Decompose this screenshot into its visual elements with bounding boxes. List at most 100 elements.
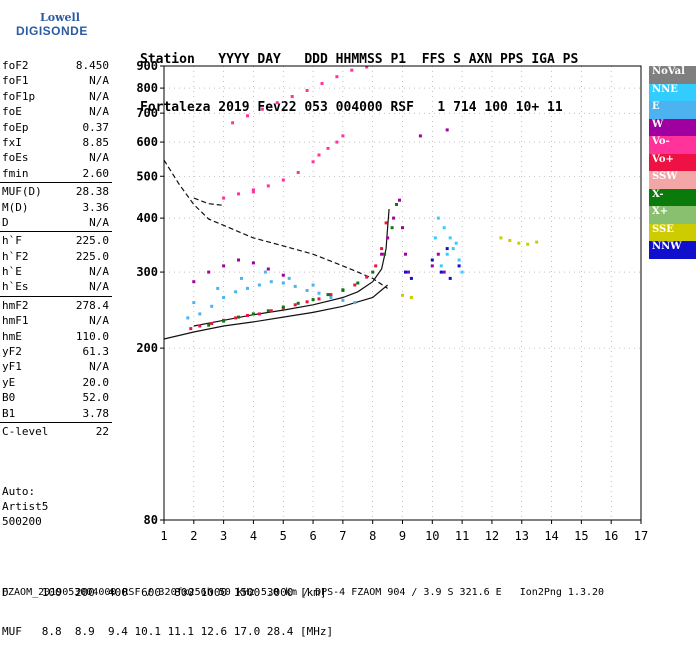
echo-point-vo <box>320 82 324 85</box>
echo-point-vo <box>305 300 309 304</box>
echo-point-x <box>356 281 360 285</box>
echo-point-e <box>246 286 249 290</box>
echo-point-e <box>311 283 315 287</box>
echo-point-w <box>401 226 404 230</box>
param-key: foE <box>2 105 22 119</box>
echo-point-e <box>240 276 243 280</box>
x-tick-label: 7 <box>339 529 346 543</box>
echo-point-vo <box>317 153 321 157</box>
echo-point-nne <box>436 216 440 220</box>
echo-point-x <box>237 315 240 319</box>
param-key: foF2 <box>2 59 29 72</box>
param-row: h`F 225.0 <box>0 233 112 248</box>
echo-point-vo <box>222 196 226 200</box>
param-separator <box>0 421 112 423</box>
x-tick-label: 11 <box>455 529 469 543</box>
param-value: N/A <box>89 215 109 229</box>
echo-point-e <box>186 316 190 320</box>
legend-item-ssw: SSW <box>649 171 696 189</box>
file-info-line: FZAOM_2019053004000.RSF / 320fx256h 50 k… <box>2 587 605 598</box>
echo-point-nnw <box>404 270 407 274</box>
legend-item-x: X+ <box>649 206 696 224</box>
model-curve <box>193 208 390 327</box>
param-value: 20.0 <box>82 375 110 389</box>
echo-point-sse <box>499 236 503 240</box>
legend-item-x: X- <box>649 188 696 206</box>
echo-point-x <box>251 312 255 316</box>
echo-point-e <box>287 276 291 280</box>
model-curve <box>163 284 388 340</box>
param-value: 2.60 <box>82 166 110 180</box>
station-header: Station YYYY DAY DDD HHMMSS P1 FFS S AXN… <box>140 20 578 132</box>
auto-artist: Artist5 <box>2 500 49 513</box>
param-value: 110.0 <box>75 329 109 343</box>
echo-point-vo <box>251 188 255 192</box>
param-value: 8.85 <box>82 135 110 149</box>
echo-point-vo <box>290 95 294 98</box>
header-labels: Station YYYY DAY DDD HHMMSS P1 FFS S AXN… <box>140 52 579 67</box>
param-key: foF1p <box>2 89 36 103</box>
x-tick-label: 1 <box>160 529 167 543</box>
echo-point-w <box>266 267 270 271</box>
param-key: B1 <box>2 406 16 420</box>
echo-point-w <box>430 264 434 268</box>
auto-scaling-info: Auto: Artist5 500200 <box>2 484 48 529</box>
echo-point-nne <box>460 270 464 274</box>
echo-point-w <box>386 236 390 240</box>
echo-point-nne <box>445 252 449 256</box>
y-tick-label: 80 <box>144 513 158 527</box>
echo-point-w <box>404 252 407 256</box>
echo-point-sse <box>401 293 404 297</box>
param-key: foEs <box>2 151 29 165</box>
echo-point-sse <box>409 296 413 299</box>
param-key: D <box>2 215 9 229</box>
echo-point-vo <box>305 89 309 92</box>
param-row: yE 20.0 <box>0 375 112 390</box>
echo-point-e <box>341 298 345 302</box>
param-key: yE <box>2 375 16 389</box>
echo-point-e <box>210 304 214 308</box>
param-key: h`F <box>2 234 22 248</box>
echo-point-x <box>326 293 330 297</box>
param-value: 52.0 <box>82 391 110 405</box>
param-row: M(D) 3.36 <box>0 200 112 215</box>
legend-item-sse: SSE <box>649 223 696 241</box>
legend-item-nne: NNE <box>649 83 696 101</box>
param-row: fmin 2.60 <box>0 166 112 181</box>
param-key: h`Es <box>2 280 29 294</box>
param-row: foEs N/A <box>0 150 112 165</box>
echo-point-e <box>234 290 238 294</box>
param-key: fxI <box>2 135 22 149</box>
param-value: N/A <box>89 314 109 328</box>
echo-point-x <box>311 298 315 302</box>
echo-point-w <box>192 280 196 284</box>
param-key: B0 <box>2 391 16 405</box>
echo-point-sse <box>517 241 521 245</box>
param-key: hmF1 <box>2 314 29 328</box>
echo-point-nne <box>457 258 461 262</box>
echo-point-x <box>371 270 375 274</box>
y-tick-label: 700 <box>136 106 158 120</box>
logo-line2: DIGISONDE <box>16 24 88 38</box>
echo-point-w <box>442 270 446 274</box>
echo-point-e <box>317 291 321 295</box>
param-row: foEp 0.37 <box>0 120 112 135</box>
echo-point-vo <box>234 316 238 320</box>
param-row: foF1p N/A <box>0 89 112 104</box>
echo-point-x <box>207 323 211 327</box>
echo-point-nnw <box>445 247 449 251</box>
x-tick-label: 10 <box>425 529 439 543</box>
param-key: fmin <box>2 166 29 180</box>
param-row: foF2 8.450 <box>0 58 112 73</box>
param-value: N/A <box>89 74 109 88</box>
param-value: N/A <box>89 265 109 279</box>
echo-point-vo <box>198 324 202 328</box>
echo-point-vo <box>326 146 330 150</box>
echo-point-sse <box>508 239 512 242</box>
param-value: 225.0 <box>75 249 109 263</box>
y-tick-label: 400 <box>136 211 158 225</box>
echo-point-w <box>380 252 384 256</box>
echo-point-vo <box>237 192 240 196</box>
echo-point-vo <box>210 322 214 325</box>
echo-point-e <box>269 280 273 284</box>
